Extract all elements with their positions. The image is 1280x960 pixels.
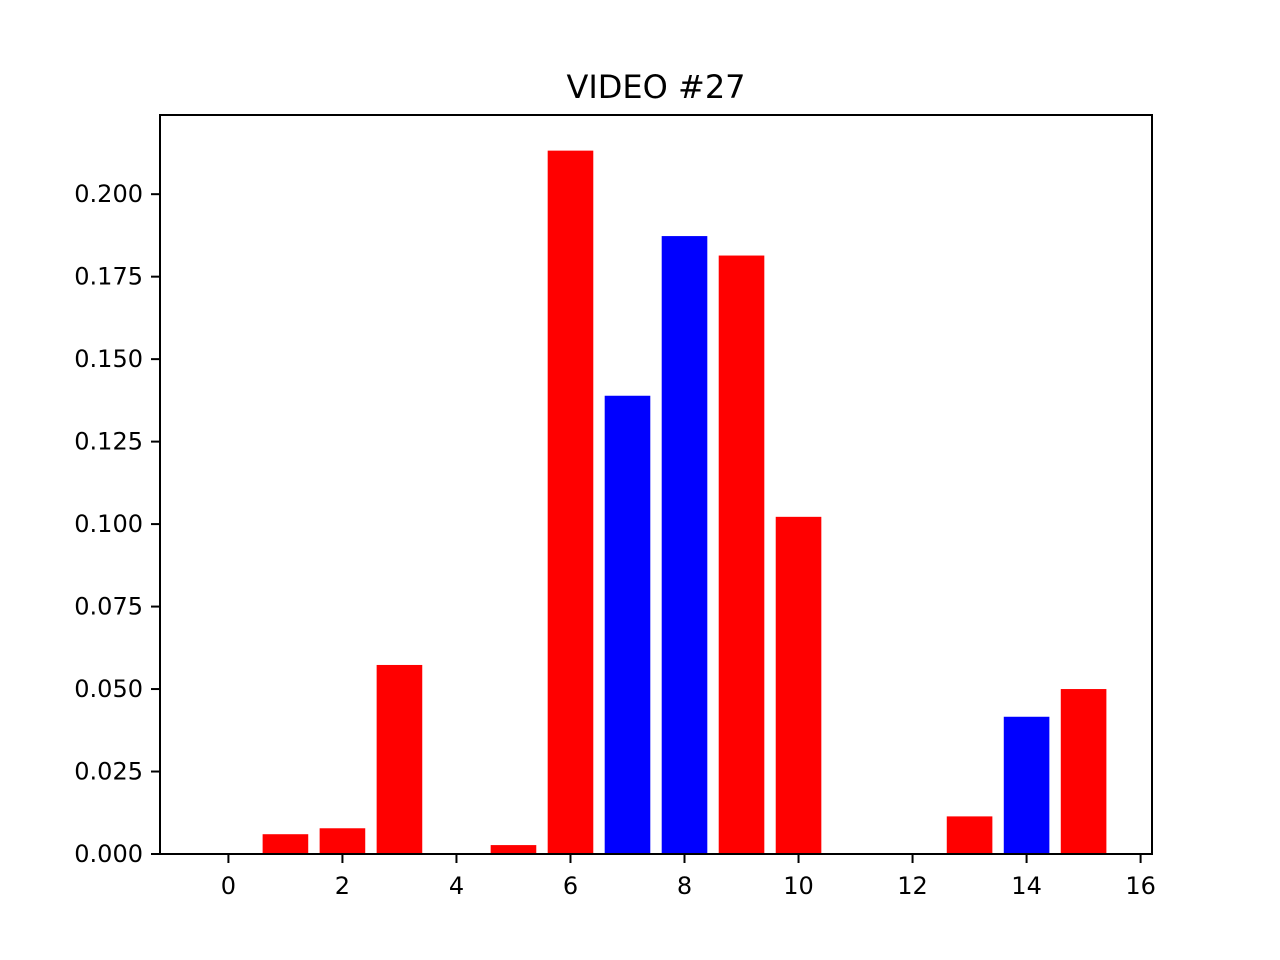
x-tick-label: 0 [221,872,236,900]
x-tick-label: 10 [783,872,814,900]
bar-8 [661,236,708,854]
bar-13 [946,816,993,854]
chart-title: VIDEO #27 [566,68,745,106]
bar-2 [319,828,366,854]
bar-14 [1003,716,1050,854]
y-tick-label: 0.150 [74,345,143,373]
x-tick-label: 14 [1011,872,1042,900]
y-axis-ticks: 0.000 0.025 0.050 0.075 0.100 0.125 0.150 0.175… [74,180,160,868]
x-tick-label: 6 [563,872,578,900]
x-axis-ticks: 0 2 4 6 8 10 12 14 16 [221,854,1156,900]
bar-6 [547,150,594,854]
y-tick-label: 0.000 [74,840,143,868]
x-tick-label: 12 [897,872,928,900]
x-tick-label: 8 [677,872,692,900]
bar-3 [376,664,423,854]
bar-1 [262,834,309,854]
bar-15 [1060,689,1107,854]
x-tick-label: 2 [335,872,350,900]
bar-9 [718,255,765,855]
bar-10 [775,516,822,854]
x-tick-label: 4 [449,872,464,900]
bar-7 [604,395,651,854]
y-tick-label: 0.200 [74,180,143,208]
x-tick-label: 16 [1125,872,1156,900]
y-tick-label: 0.100 [74,510,143,538]
bar-5 [490,845,537,854]
y-tick-label: 0.125 [74,428,143,456]
y-tick-label: 0.050 [74,675,143,703]
y-tick-label: 0.075 [74,593,143,621]
y-tick-label: 0.025 [74,758,143,786]
bars-layer [262,150,1107,855]
plot-area-frame [159,114,1153,855]
y-tick-label: 0.175 [74,263,143,291]
